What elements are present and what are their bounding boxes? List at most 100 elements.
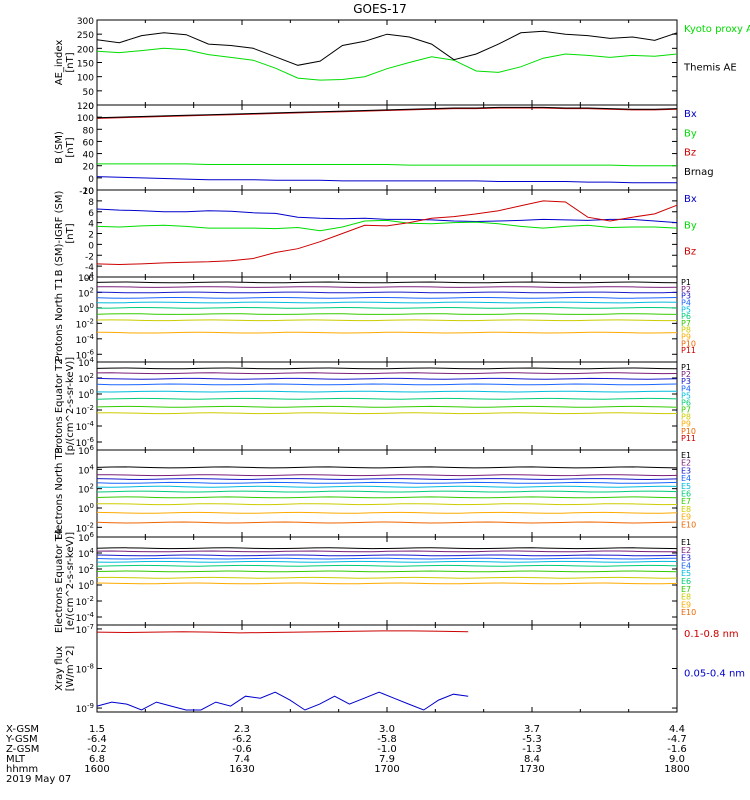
legend-p11: P11 [681,434,696,443]
y-tick-label: 106 [78,531,94,544]
legend-0-1-0-8-nm: 0.1-0.8 nm [684,629,739,640]
axis-row-label-hhmm: hhmm [6,764,38,775]
channel-line-7 [96,570,678,573]
y-tick-label: 250 [77,31,94,41]
y-tick-label: 0 [88,175,94,185]
legend-e4: E4 [681,474,691,483]
y-tick-label: 10 [83,187,95,197]
y-tick-label: 10-2 [76,595,94,608]
y-tick-label: 100 [78,388,94,401]
legend-e9: E9 [681,600,691,609]
y-tick-label: 4 [88,220,94,230]
y-axis-label: AE_index[nT] [54,40,76,86]
legend-p8: P8 [681,413,691,422]
axis-tick-value: -1.0 [377,744,397,755]
axis-tick-value: 1630 [229,764,254,775]
axis-tick-value: 2.3 [234,724,250,735]
legend-p5: P5 [681,391,691,400]
axis-tick-value: 1.5 [89,724,105,735]
legend-p1: P1 [681,363,691,372]
y-tick-label: 60 [83,138,95,148]
channel-line-3 [96,291,678,294]
channel-line-6 [96,397,678,400]
y-tick-label: 100 [77,114,94,124]
legend-p7: P7 [681,406,691,415]
channel-line-1 [96,367,678,370]
legend-e10: E10 [681,608,696,617]
legend-e6: E6 [681,577,691,586]
axis-tick-value: 3.7 [524,724,540,735]
panel-enorth [96,449,678,538]
axis-row-label-y-gsm: Y-GSM [5,734,38,745]
series-kyoto-proxy-ae [96,47,678,81]
channel-line-2 [96,550,678,553]
y-tick-label: 120 [77,102,94,112]
y-tick-label: 300 [77,17,94,27]
y-tick-label: 102 [78,286,94,299]
axis-tick-value: 1800 [664,764,689,775]
legend-p6: P6 [681,312,691,321]
y-tick-label: 10-4 [76,333,95,346]
channel-line-9 [96,511,678,514]
legend-bx: Bx [684,109,697,120]
channel-line-2 [97,286,678,288]
y-tick-label: 50 [83,88,95,98]
axis-tick-value: 9.0 [669,754,685,765]
channel-line-7 [96,405,678,408]
panel-ae [96,19,678,106]
legend-e1: E1 [681,451,691,460]
legend-e3: E3 [681,554,691,563]
y-tick-label: 6 [88,209,94,219]
legend-e8: E8 [681,593,691,602]
channel-line-4 [96,297,678,299]
series-bx [96,176,677,184]
axis-tick-value: 6.8 [89,754,105,765]
y-axis-label: B (SM)[nT] [54,131,76,164]
date-label: 2019 May 07 [6,774,71,785]
panel-peq [96,361,678,451]
series-bz [96,107,678,119]
y-tick-label: 100 [78,579,94,592]
legend-p10: P10 [681,339,696,348]
channel-line-5 [96,485,678,488]
y-tick-label: 0 [88,241,94,251]
y-axis-label: Protons North T1 [54,277,65,361]
y-tick-label: 20 [83,163,95,173]
y-tick-label: -20 [79,187,94,197]
y-tick-label: 102 [78,372,94,385]
legend-e5: E5 [681,569,691,578]
y-axis-label: Xray flux[W/m^2] [54,646,76,692]
y-tick-label: 10-8 [76,663,94,676]
channel-line-10 [96,521,678,524]
axis-tick-value: 8.4 [524,754,540,765]
y-tick-label: 150 [77,60,94,70]
panel-frame [96,104,678,191]
y-tick-label: -6 [85,274,94,284]
legend-e4: E4 [681,561,691,570]
channel-line-4 [96,557,678,560]
channel-line-9 [96,331,678,334]
legend-brnag: Brnag [684,167,714,178]
panel-pnorth [96,276,678,363]
series-0-1-0-8-nm [96,630,469,634]
legend-p1: P1 [681,278,691,287]
channel-line-8 [96,412,678,415]
y-axis-label: Electrons Equator T4[e/(cm^2-s-sr-keV)] [54,529,76,633]
y-axis-label: Electrons North T3 [54,447,65,540]
channel-line-6 [96,306,678,309]
legend-p4: P4 [681,384,691,393]
channel-line-3 [96,554,678,557]
legend-themis-ae: Themis AE [683,63,737,74]
y-tick-label: 10-2 [76,404,94,417]
y-tick-label: 10-2 [76,521,94,534]
axis-tick-value: 1600 [84,764,109,775]
axis-tick-value: -6.4 [87,734,107,745]
axis-tick-value: -0.2 [87,744,107,755]
series-0-05-0-4-nm [96,691,469,711]
y-tick-label: 104 [78,547,94,560]
legend-bz: Bz [684,247,696,258]
y-tick-label: 100 [78,502,94,515]
y-tick-label: 10-4 [76,420,95,433]
legend-bx: Bx [684,194,697,205]
